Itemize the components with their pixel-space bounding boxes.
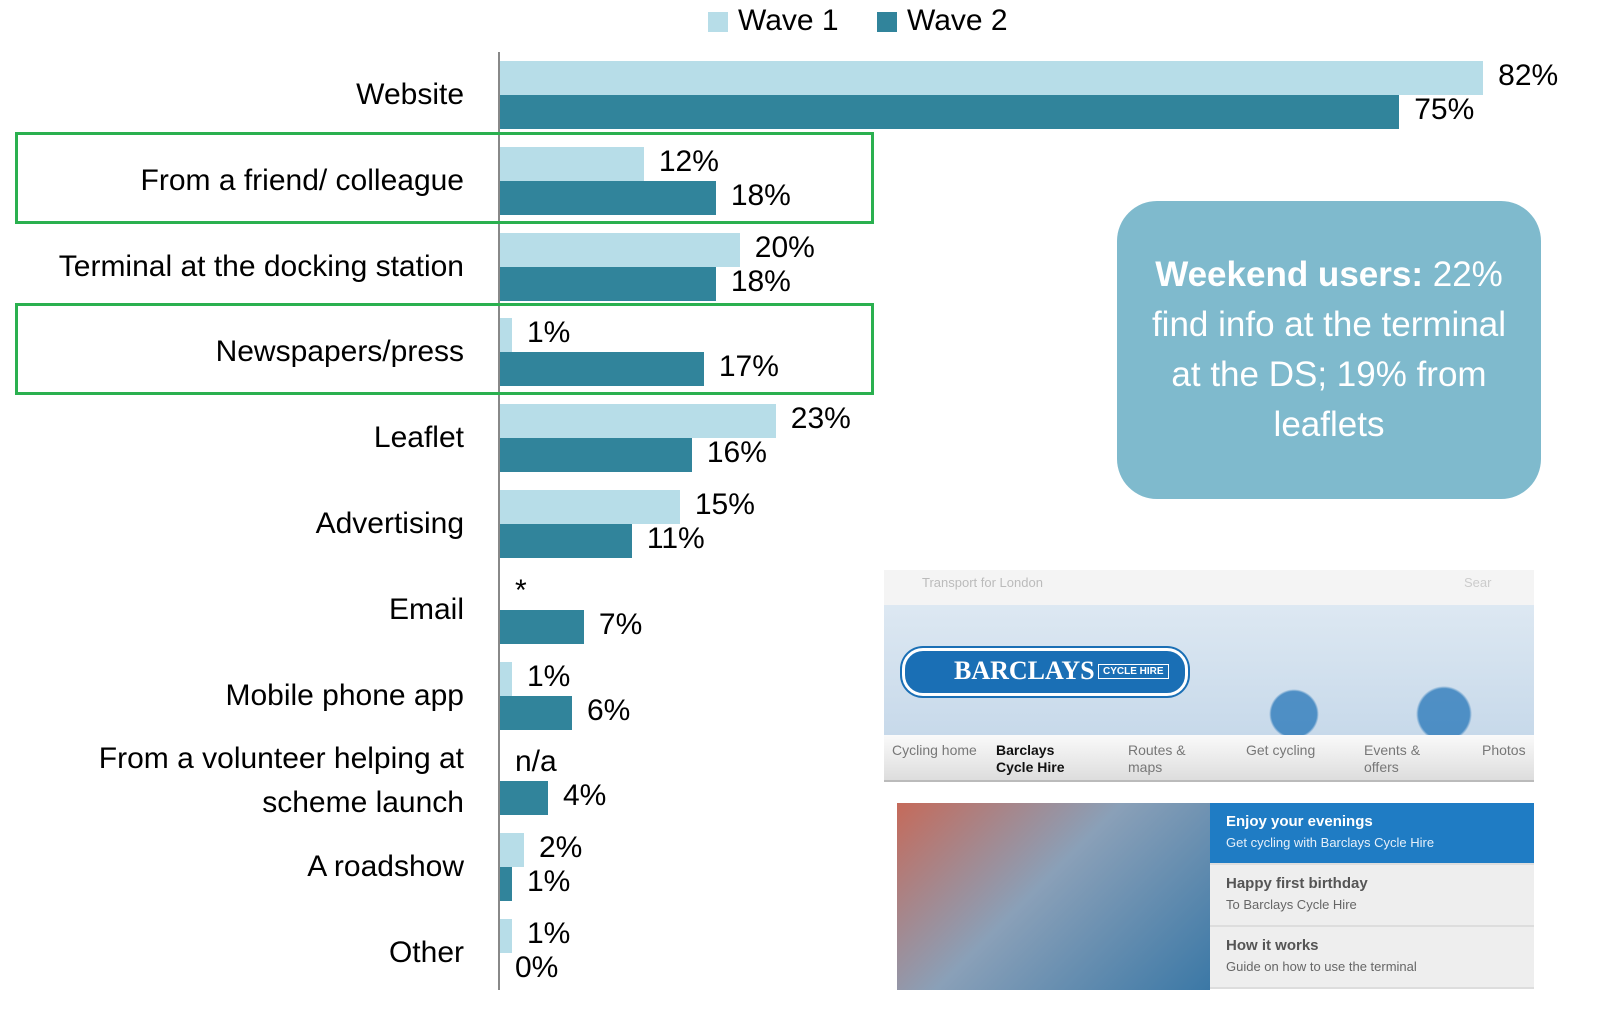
panel-title: Enjoy your evenings: [1226, 813, 1373, 830]
category-label: Website: [356, 78, 464, 111]
bar: [500, 524, 632, 558]
header-text: Transport for London: [922, 575, 1043, 590]
nav-item: Events & offers: [1364, 742, 1421, 775]
bar: [500, 146, 644, 181]
value-label: 4%: [562, 779, 607, 813]
value-label: 7%: [598, 607, 643, 641]
value-label: *: [515, 573, 527, 607]
panel-text: Get cycling with Barclays Cycle Hire: [1226, 835, 1435, 850]
nav-bar: [884, 735, 1534, 782]
nav-item: Cycling home: [892, 742, 977, 758]
category-label: Other: [388, 936, 464, 969]
value-label: 18%: [730, 264, 791, 298]
panel-text: Guide on how to use the terminal: [1226, 959, 1417, 974]
bar: [500, 781, 548, 816]
legend-swatch: [877, 12, 897, 32]
value-label: 23%: [790, 402, 851, 436]
legend-label: Wave 1: [738, 4, 839, 37]
bar: [500, 833, 524, 868]
bar: [500, 867, 512, 902]
value-label: 12%: [658, 144, 719, 178]
category-label: From a friend/ colleague: [140, 163, 465, 197]
value-label: 1%: [526, 316, 571, 350]
bar: [500, 695, 572, 730]
category-label: Leaflet: [373, 421, 464, 455]
nav-item: Photos: [1482, 742, 1526, 758]
category-label: Newspapers/press: [215, 335, 464, 369]
website-screenshot: Transport for London Sear BARCLAYS CYCLE…: [884, 570, 1534, 990]
value-label: n/a: [515, 745, 557, 779]
logo-text: BARCLAYS: [954, 656, 1095, 685]
bar: [500, 180, 716, 215]
bar: [500, 919, 512, 953]
category-label: Terminal at the docking station: [58, 249, 464, 283]
category-label: Email: [388, 592, 464, 626]
callout: Weekend users: 22% find info at the term…: [1117, 201, 1541, 499]
value-label: 1%: [526, 865, 571, 899]
legend-label: Wave 2: [907, 4, 1008, 37]
value-label: 15%: [694, 488, 755, 521]
illustration: [897, 803, 1210, 990]
bar: [500, 61, 1484, 95]
callout-text: Weekend users: 22% find info at the term…: [1137, 250, 1521, 450]
value-label: 0%: [515, 951, 559, 984]
bar: [500, 95, 1400, 129]
category-label: Advertising: [315, 507, 464, 540]
callout-body: 22% find info at the terminal at the DS;…: [1151, 255, 1507, 444]
nav-item: Barclays Cycle Hire: [996, 742, 1065, 775]
bar: [500, 352, 704, 387]
header: [884, 570, 1534, 605]
bar: [500, 232, 740, 267]
category-label: A roadshow: [307, 850, 464, 884]
panel-title: Happy first birthday: [1226, 875, 1368, 892]
nav-item: Get cycling: [1246, 742, 1316, 758]
legend-swatch: [708, 12, 728, 32]
panel-item: How it works Guide on how to use the term…: [1210, 927, 1534, 989]
value-label: 16%: [706, 436, 767, 470]
nav-item: Routes & maps: [1128, 742, 1186, 775]
bar: [500, 266, 716, 301]
value-label: 75%: [1414, 93, 1475, 126]
value-label: 1%: [526, 917, 571, 950]
axis-line: [498, 52, 500, 990]
value-label: 17%: [718, 350, 779, 384]
panel-item: Enjoy your evenings Get cycling with Barc…: [1210, 803, 1534, 865]
panel-item: Happy first birthday To Barclays Cycle Hi…: [1210, 865, 1534, 927]
callout-heading: Weekend users:: [1155, 255, 1423, 294]
cyclist: [1204, 630, 1504, 735]
bar: [500, 490, 680, 524]
logo-badge: CYCLE HIRE: [1098, 664, 1169, 679]
value-label: 18%: [730, 178, 791, 212]
bar: [500, 318, 512, 353]
value-label: 6%: [586, 693, 631, 727]
category-label: From a volunteer helping at scheme launc…: [98, 742, 464, 820]
highlight-box: [15, 132, 874, 224]
bar: [500, 438, 692, 473]
value-label: 11%: [646, 522, 705, 555]
value-label: 82%: [1498, 59, 1559, 92]
value-label: 20%: [754, 230, 815, 264]
value-label: 2%: [538, 831, 583, 865]
logo: [902, 648, 1188, 696]
bar: [500, 609, 584, 644]
category-label: Mobile phone app: [225, 678, 464, 712]
panel-text: To Barclays Cycle Hire: [1226, 897, 1357, 912]
bar: [500, 661, 512, 696]
search-text: Sear: [1464, 575, 1492, 590]
bar: [500, 404, 776, 439]
panel-title: How it works: [1226, 937, 1319, 954]
value-label: 1%: [526, 659, 571, 693]
highlight-box: [15, 303, 874, 395]
